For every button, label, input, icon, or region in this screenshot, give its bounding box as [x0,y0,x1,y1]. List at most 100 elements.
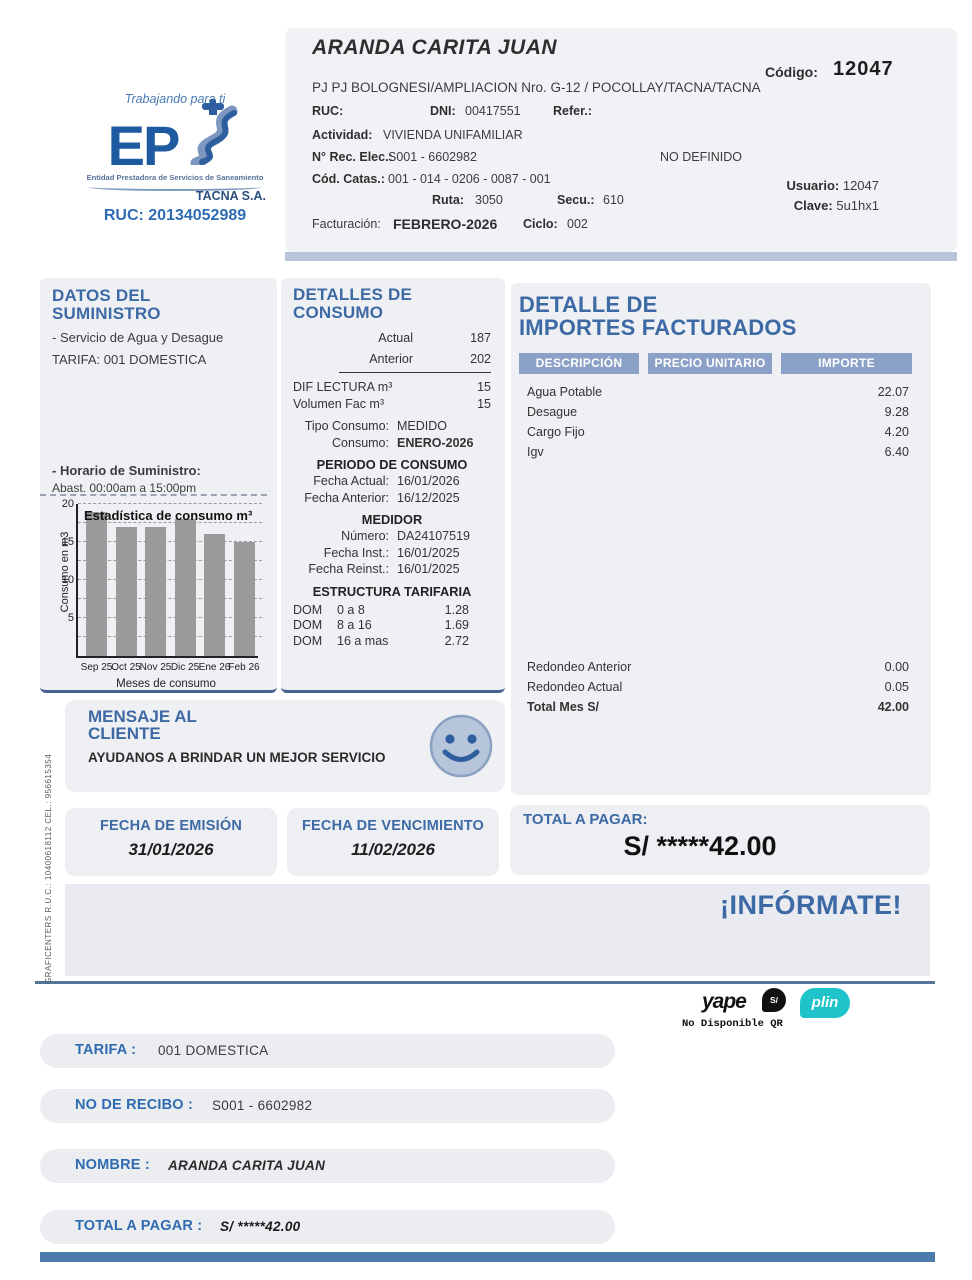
table-row: Desague 9.28 [519,402,915,422]
actual-label: Actual [378,331,413,345]
chart-bar [174,519,196,656]
suministro-title-line1: DATOS DEL [52,286,151,305]
logo-ruc: RUC: 20134052989 [103,207,247,224]
tarifa-row: DOM 8 a 16 1.69 [293,618,491,634]
periodo-consumo-title: PERIODO DE CONSUMO [316,457,468,472]
clave-value: 5u1hx1 [836,198,879,213]
fecha-vencimiento-box: FECHA DE VENCIMIENTO 11/02/2026 [287,808,499,876]
chart-gridline [78,598,262,599]
row-importe: 22.07 [877,385,909,399]
horario-label: - Horario de Suministro: [52,463,201,478]
chart-x-category: Feb 26 [228,662,260,673]
fecha-inst-label: Fecha Inst.: [323,545,389,560]
mensaje-title: MENSAJE AL CLIENTE [88,708,197,742]
rec-elec-value: S001 - 6602982 [388,150,477,164]
customer-header-panel: ARANDA CARITA JUAN Código: 12047 PJ PJ B… [285,28,957,252]
servicio-text: - Servicio de Agua y Desague [52,330,224,345]
chart-x-category: Oct 25 [111,662,141,673]
tarifa-categoria: DOM [293,602,323,617]
consumption-chart: Consumo en m3 5 10 15 20 Sep 25 Oct 25 Nov 25 D… [40,494,267,690]
printer-credit-vertical-text: GRAFICENTERS R.U.C.: 10400618112 CEL.: 9… [44,753,53,984]
fecha-actual-label: Fecha Actual: [313,474,389,488]
usuario-value: 12047 [842,178,879,193]
consumo-mes-label: Consumo: [332,435,389,450]
cod-catas-label: Cód. Catas.: [312,172,385,186]
logo-subtitle: Entidad Prestadora de Servicios de Sanea… [86,173,264,182]
bottom-accent-bar [40,1252,935,1262]
chart-x-category: Sep 25 [80,662,113,673]
chart-y-tick: 10 [61,574,74,586]
footer-total-label: TOTAL A PAGAR : [75,1218,203,1234]
footer-nombre-label: NOMBRE : [75,1157,150,1173]
estructura-tarifaria-title: ESTRUCTURA TARIFARIA [312,583,472,599]
lectura-actual-row: Actual 187 [293,328,491,349]
dni-value: 00417551 [465,104,521,118]
table-row: Agua Potable 22.07 [519,382,915,402]
ciclo-value: 002 [567,217,588,231]
table-row: Cargo Fijo 4.20 [519,422,915,442]
redondeo-block: Redondeo Anterior 0.00 Redondeo Actual 0… [527,657,909,717]
refer-label: Refer.: [553,104,592,118]
rec-elec-label: N° Rec. Elec.: [312,150,393,164]
fecha-inst-value: 16/01/2025 [397,545,460,560]
chart-gridline [78,522,262,523]
consumo-title-line2: CONSUMO [293,303,384,322]
fecha-emision-label: FECHA DE EMISIÓN [99,818,243,834]
chart-y-tick: 5 [67,612,74,624]
secu-label: Secu.: [557,193,595,207]
tarifa-rango: 0 a 8 [337,602,365,617]
consumo-title-line1: DETALLES DE [293,285,413,304]
fecha-emision-value: 31/01/2026 [128,840,214,859]
chart-gridline [78,541,262,542]
dif-lectura-value: 15 [477,380,491,394]
dif-lectura-row: DIF LECTURA m³ 15 [293,379,491,396]
facturacion-label: Facturación: [312,217,381,231]
customer-name: ARANDA CARITA JUAN [312,36,558,59]
footer-total-value: S/ *****42.00 [220,1219,301,1234]
water-tap-river-icon [178,99,242,170]
usuario-label: Usuario: [786,178,840,193]
qr-unavailable-note: No Disponible QR [682,1018,783,1030]
actividad-value: VIVIENDA UNIFAMILIAR [383,128,523,142]
plin-logo: plin [800,988,850,1018]
total-pagar-box: TOTAL A PAGAR: S/ *****42.00 [510,805,930,875]
horario-value: Abast. 00:00am a 15:00pm [52,481,197,495]
footer-nombre-value: ARANDA CARITA JUAN [168,1158,326,1173]
fecha-inst-row: Fecha Inst.: 16/01/2025 [293,545,491,562]
cod-catas-value: 001 - 014 - 0206 - 0087 - 001 [388,172,551,186]
tarifa-precio: 1.69 [444,618,469,632]
row-descripcion: Igv [527,445,544,459]
redondeo-anterior-label: Redondeo Anterior [527,660,632,674]
col-header-importe: IMPORTE [781,353,912,374]
tarifa-categoria: DOM [293,633,323,648]
chart-bar [115,526,137,656]
chart-y-tick: 15 [61,536,74,548]
smiley-face-icon [429,714,493,783]
importes-facturados-panel: DETALLE DE IMPORTES FACTURADOS DESCRIPCI… [511,283,931,795]
volumen-fac-row: Volumen Fac m³ 15 [293,396,491,413]
customer-address: PJ PJ BOLOGNESI/AMPLIACION Nro. G-12 / P… [312,80,761,95]
volumen-fac-label: Volumen Fac m³ [293,397,385,411]
redondeo-actual-value: 0.05 [884,680,909,694]
mensaje-title-line2: CLIENTE [88,724,161,743]
mensaje-title-line1: MENSAJE AL [88,707,197,726]
medidor-title: MEDIDOR [361,512,423,527]
tarifa-precio: 1.28 [444,602,469,617]
lectura-anterior-row: Anterior 202 [293,349,491,370]
total-pagar-label: TOTAL A PAGAR: [523,811,648,828]
redondeo-actual-row: Redondeo Actual 0.05 [527,677,909,697]
footer-tarifa-label: TARIFA : [75,1042,137,1058]
col-header-precio-unitario: PRECIO UNITARIO [648,353,772,374]
medidor-numero-label: Número: [341,529,389,543]
tarifa-rango: 16 a mas [337,633,389,648]
footer-row-recibo: NO DE RECIBO : S001 - 6602982 [40,1089,615,1123]
facturacion-value: FEBRERO-2026 [393,216,498,232]
medidor-numero-row: Número: DA24107519 [293,528,491,545]
yape-bubble-icon: S/ [762,988,786,1012]
codigo-value: 12047 [833,58,894,80]
footer-row-tarifa: TARIFA : 001 DOMESTICA [40,1034,615,1068]
footer-row-total: TOTAL A PAGAR : S/ *****42.00 [40,1210,615,1244]
ruta-value: 3050 [475,193,503,207]
usuario-row: Usuario: 12047 [786,178,879,193]
footer-recibo-label: NO DE RECIBO : [75,1097,193,1113]
